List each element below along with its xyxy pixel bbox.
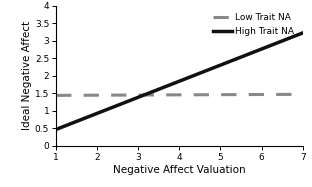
X-axis label: Negative Affect Valuation: Negative Affect Valuation bbox=[113, 165, 246, 175]
Legend: Low Trait NA, High Trait NA: Low Trait NA, High Trait NA bbox=[213, 13, 294, 36]
Y-axis label: Ideal Negative Affect: Ideal Negative Affect bbox=[22, 21, 32, 130]
